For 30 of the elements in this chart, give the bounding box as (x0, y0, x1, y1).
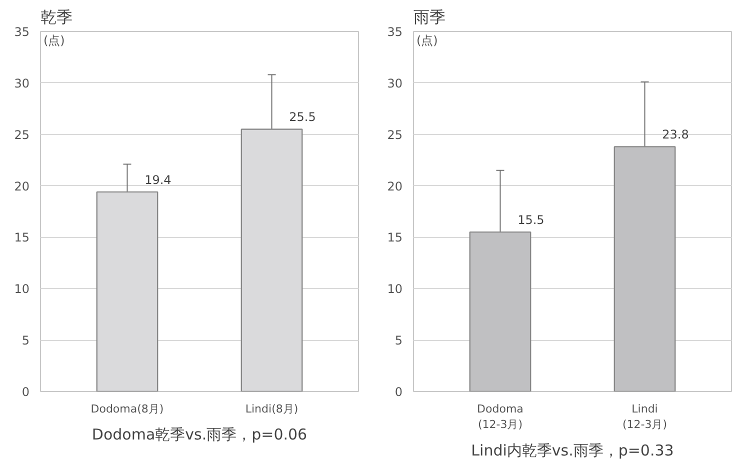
y-tick-label: 15 (14, 230, 30, 245)
y-tick-label: 25 (387, 128, 403, 142)
x-tick-label: Dodoma (12-3月) (477, 402, 524, 432)
y-axis-title: (点) (416, 34, 438, 48)
y-axis-title: (点) (44, 34, 65, 48)
data-label: 23.8 (662, 128, 689, 142)
y-tick-label: 25 (14, 128, 30, 142)
chart-title: 雨季 (414, 8, 446, 26)
y-tick-label: 0 (22, 385, 30, 399)
y-tick-label: 10 (387, 282, 403, 296)
data-label: 19.4 (144, 172, 172, 187)
data-label: 25.5 (289, 110, 316, 124)
y-tick-label: 5 (394, 334, 403, 348)
chart-title: 乾季 (40, 8, 72, 26)
y-tick-label: 5 (22, 334, 30, 348)
y-tick-label: 15 (387, 230, 403, 245)
y-tick-label: 30 (387, 76, 403, 90)
y-tick-label: 20 (387, 179, 403, 194)
x-tick-label: Dodoma(8月) (90, 402, 164, 416)
y-tick-label: 30 (14, 76, 30, 90)
text: Lindi内乾季vs.雨季，p=0.33 (471, 442, 674, 460)
y-tick-label: 0 (394, 385, 403, 399)
y-tick-label: 35 (14, 25, 30, 39)
y-tick-label: 35 (387, 25, 403, 39)
text: Dodoma乾季vs.雨季，p=0.06 (92, 426, 308, 444)
x-tick-label: Lindi (12-3月) (622, 402, 668, 432)
data-label: 15.5 (518, 213, 544, 228)
y-tick-label: 10 (14, 282, 30, 296)
y-tick-label: 20 (14, 179, 30, 194)
x-tick-label: Lindi(8月) (245, 402, 298, 416)
